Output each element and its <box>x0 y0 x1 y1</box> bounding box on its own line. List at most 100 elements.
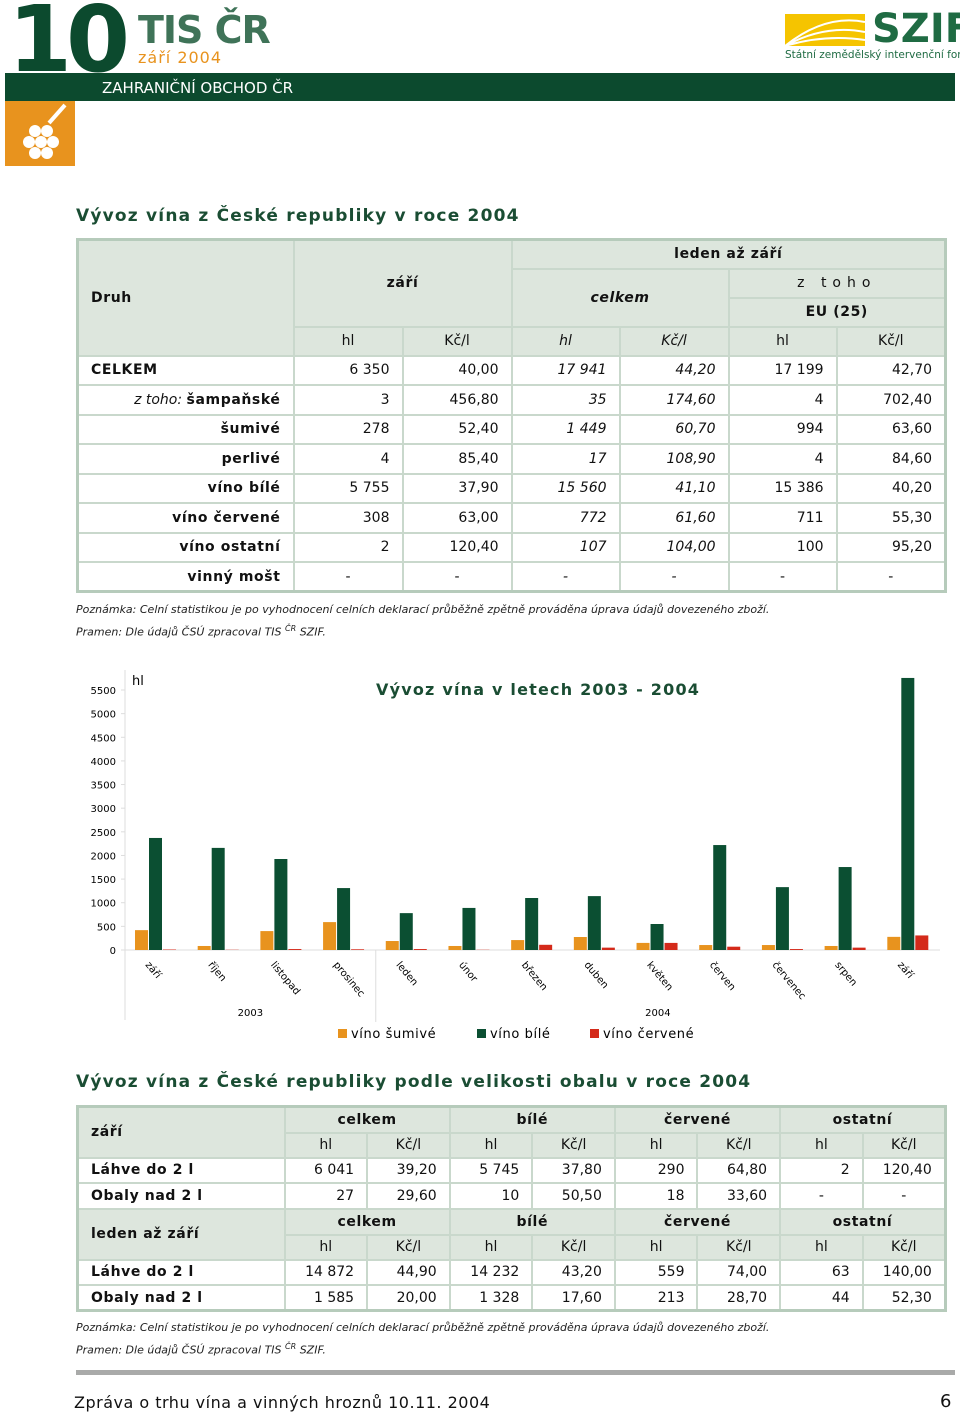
bar <box>539 944 553 950</box>
data-row: z toho: šampaňské 3 456,80 35 174,60 4 702,40 <box>76 384 947 416</box>
cell: 702,40 <box>835 384 947 416</box>
cell: 41,10 <box>618 472 730 504</box>
bar <box>789 949 803 950</box>
grape-icon <box>5 101 75 166</box>
bar <box>915 935 929 950</box>
group: ostatní <box>779 1207 947 1236</box>
cell: 14 232 <box>448 1258 534 1286</box>
row-label: z toho: šampaňské <box>76 384 295 416</box>
x-tick-label: leden <box>393 960 419 988</box>
footer-rule <box>76 1370 955 1375</box>
bar <box>288 949 302 950</box>
bar <box>650 924 664 950</box>
cell: 104,00 <box>618 531 730 563</box>
bar <box>824 945 838 950</box>
table1-title: Vývoz vína z České republiky v roce 2004 <box>76 206 520 226</box>
bar <box>713 845 727 950</box>
cell: - <box>510 561 621 593</box>
cell: 213 <box>613 1284 699 1312</box>
row-label: víno červené <box>76 502 295 534</box>
x-tick-label: červen <box>707 959 738 993</box>
row-label: Obaly nad 2 l <box>76 1284 286 1312</box>
footer-text: Zpráva o trhu vína a vinných hroznů 10.1… <box>74 1393 491 1412</box>
cell: 2 <box>779 1156 864 1184</box>
row-label: perlivé <box>76 443 295 475</box>
y-tick-label: 500 <box>97 922 116 933</box>
x-tick-label: září <box>143 959 165 982</box>
unit: Kč/l <box>861 1233 947 1261</box>
y-tick-label: 1000 <box>91 899 116 910</box>
cell: 44 <box>779 1284 864 1312</box>
page-number: 6 <box>940 1391 952 1412</box>
bar <box>274 859 288 950</box>
cell: - <box>401 561 513 593</box>
row-label: CELKEM <box>76 354 295 386</box>
cell: 290 <box>613 1156 699 1184</box>
table2-title: Vývoz vína z České republiky podle velik… <box>76 1072 752 1092</box>
data-row: vinný mošt - - - - - - <box>76 561 947 593</box>
cell: 108,90 <box>618 443 730 475</box>
cell: - <box>727 561 838 593</box>
data-row: Láhve do 2 l 14 872 44,90 14 232 43,20 559 74,… <box>76 1258 947 1286</box>
cell: 29,60 <box>366 1182 451 1210</box>
cell: 1 585 <box>283 1284 369 1312</box>
cell: - <box>835 561 947 593</box>
group: celkem <box>283 1105 451 1134</box>
table2: září celkem bílé červené ostatní hl Kč/l hl Kč/l… <box>76 1105 947 1312</box>
cell: 17,60 <box>531 1284 616 1312</box>
legend-swatch <box>338 1029 347 1038</box>
section-name: ZAHRANIČNÍ OBCHOD ČR <box>102 79 294 97</box>
row-label: víno bílé <box>76 472 295 504</box>
x-tick-label: srpen <box>832 960 859 989</box>
bar <box>887 936 901 950</box>
group: bílé <box>448 1207 616 1236</box>
row-label: víno ostatní <box>76 531 295 563</box>
row-name: šampaňské <box>186 391 281 408</box>
row-name: víno bílé <box>207 480 281 497</box>
source: Pramen: Dle údajů ČSÚ zpracoval TIS ČR S… <box>76 1342 326 1357</box>
cell: 100 <box>727 531 838 563</box>
cell: 15 386 <box>727 472 838 504</box>
cell: 4 <box>727 384 838 416</box>
bar <box>413 949 427 950</box>
bar <box>149 837 162 950</box>
cell: 63 <box>779 1258 864 1286</box>
cell: 17 <box>510 443 621 475</box>
data-row: víno ostatní 2 120,40 107 104,00 100 95,20 <box>76 531 947 563</box>
header-row: září celkem bílé červené ostatní <box>76 1105 947 1159</box>
cell: 37,90 <box>401 472 513 504</box>
row-label: vinný mošt <box>76 561 295 593</box>
bar <box>135 930 148 950</box>
header-eu: EU (25) <box>727 296 947 328</box>
y-tick-label: 5000 <box>91 710 116 721</box>
bar <box>260 931 274 950</box>
header-row: celkem z toho <box>78 267 947 328</box>
cell: 4 <box>727 443 838 475</box>
cell: 772 <box>510 502 621 534</box>
cell: 85,40 <box>401 443 513 475</box>
cell: 40,20 <box>835 472 947 504</box>
y-tick-label: 2000 <box>91 851 116 862</box>
bar <box>761 945 775 950</box>
cell: 63,00 <box>401 502 513 534</box>
legend-swatch <box>477 1029 486 1038</box>
source-text: SZIF. <box>299 1343 326 1357</box>
cell: 33,60 <box>696 1182 782 1210</box>
chart: Vývoz vína v letech 2003 - 2004 hl 0 500 100… <box>91 670 940 1042</box>
header-celkem: celkem <box>510 267 730 328</box>
header-druh: Druh <box>76 238 295 357</box>
x-group-label: 2003 <box>238 1008 263 1019</box>
row-name: víno červené <box>172 509 281 526</box>
cell: 28,70 <box>696 1284 782 1312</box>
bar <box>727 946 741 950</box>
group: celkem <box>283 1207 451 1236</box>
cell: 35 <box>510 384 621 416</box>
unit: Kč/l <box>696 1233 782 1261</box>
cell: 120,40 <box>861 1156 947 1184</box>
cell: 20,00 <box>366 1284 451 1312</box>
cell: 43,20 <box>531 1258 616 1286</box>
y-tick-label: 0 <box>110 946 116 957</box>
header-row: hl Kč/l hl Kč/l hl Kč/l <box>78 325 947 357</box>
bar <box>211 847 225 950</box>
